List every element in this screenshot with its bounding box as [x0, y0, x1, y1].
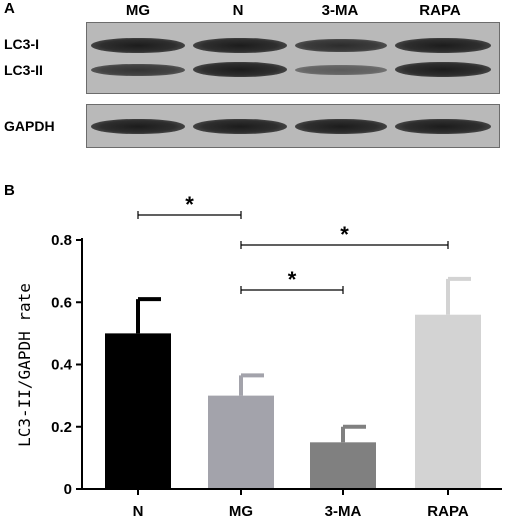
lane-label-3ma: 3-MA [321, 2, 359, 19]
band-lc3-i-mg [91, 38, 185, 53]
x-tick-label: MG [229, 503, 253, 520]
gapdh-blot [86, 104, 500, 148]
y-tick-label: 0 [64, 481, 72, 498]
lane-label-n: N [232, 2, 244, 19]
band-gapdh-n [193, 119, 287, 134]
band-gapdh-rapa [395, 119, 491, 134]
y-axis-label: LC3-II/GAPDH rate [15, 283, 34, 447]
bar-mg [208, 395, 274, 489]
band-label-gapdh: GAPDH [4, 118, 55, 134]
x-tick-label: RAPA [427, 503, 469, 520]
band-gapdh-3ma [295, 119, 387, 134]
y-tick-label: 0.8 [51, 232, 72, 249]
band-lc3-ii-mg [91, 64, 185, 76]
significance-star: * [288, 267, 297, 292]
panel-a-label: A [4, 0, 15, 17]
bar-chart: 0 0.2 0.4 0.6 0.8 N MG 3-MA RAPA LC3-II/GAPDH rat… [15, 192, 502, 520]
band-gapdh-mg [91, 119, 185, 134]
band-lc3-ii-rapa [395, 62, 491, 77]
y-tick-label: 0.6 [51, 294, 72, 311]
band-lc3-ii-3ma [295, 65, 387, 75]
band-label-lc3-ii: LC3-II [4, 62, 43, 78]
x-tick-label: N [133, 503, 144, 520]
band-lc3-i-n [193, 38, 287, 53]
x-tick-label: 3-MA [325, 503, 362, 520]
bar-3-ma [310, 442, 376, 489]
significance-star: * [185, 192, 194, 217]
band-lc3-i-3ma [295, 39, 387, 52]
bar-rapa [415, 314, 481, 489]
lc3-blot [86, 22, 500, 94]
lane-label-rapa: RAPA [419, 2, 461, 19]
y-tick-label: 0.4 [51, 357, 73, 374]
band-lc3-i-rapa [395, 38, 491, 53]
band-lc3-ii-n [193, 62, 287, 77]
significance-star: * [340, 222, 349, 247]
y-tick-label: 0.2 [51, 419, 72, 436]
bar-n [105, 333, 171, 489]
panel-b-label: B [4, 182, 15, 199]
band-label-lc3-i: LC3-I [4, 36, 39, 52]
lane-label-mg: MG [125, 2, 151, 19]
